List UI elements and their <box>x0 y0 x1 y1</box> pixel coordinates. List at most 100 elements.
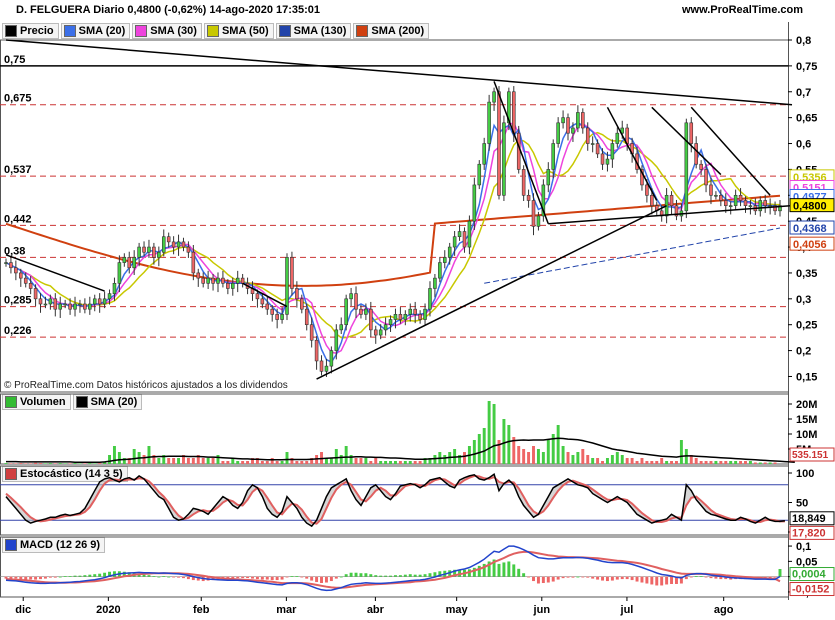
stoch-k-tag <box>789 511 835 526</box>
trendline <box>548 204 793 225</box>
volume-bar <box>679 440 683 464</box>
volume-bar <box>251 458 254 464</box>
macd-value-tag <box>789 567 835 582</box>
price-level-label: 0,675 <box>4 93 32 105</box>
candle-body <box>285 257 289 315</box>
macd-histogram-bar <box>625 576 629 580</box>
candle-body <box>290 257 294 289</box>
macd-histogram-bar <box>172 576 176 578</box>
legend-label: SMA (30) <box>150 25 197 37</box>
macd-histogram-bar <box>73 575 77 577</box>
volume-bar <box>83 463 87 464</box>
candle-body <box>748 205 753 207</box>
volume-bar <box>581 449 585 464</box>
macd-histogram-bar <box>566 576 570 578</box>
legend-item[interactable]: Estocástico (14 3 5) <box>2 466 128 482</box>
legend-item[interactable]: SMA (130) <box>275 23 352 39</box>
macd-histogram-bar <box>315 576 319 583</box>
trendline <box>316 204 667 380</box>
candle-body <box>640 169 644 186</box>
trendline <box>690 106 771 196</box>
macd-histogram-bar <box>536 576 540 584</box>
candle-body <box>684 122 689 212</box>
macd-histogram-bar <box>561 576 565 579</box>
volume-bar <box>221 461 225 464</box>
candle-body <box>63 303 67 306</box>
macd-histogram-bar <box>88 574 92 577</box>
legend-item[interactable]: Precio <box>2 23 59 39</box>
legend-item[interactable]: MACD (12 26 9) <box>2 537 106 553</box>
volume-bar <box>359 458 363 464</box>
volume-bar <box>43 463 47 464</box>
macd-histogram-bar <box>152 576 156 577</box>
macd-histogram-bar <box>423 574 427 577</box>
volume-bar <box>196 455 200 464</box>
volume-bar <box>364 458 368 464</box>
site-name[interactable]: www.ProRealTime.com <box>681 4 803 16</box>
candle-body <box>314 339 319 362</box>
candle-body <box>571 127 575 134</box>
macd-signal-label: -0,0152 <box>792 584 829 596</box>
volume-bar <box>497 440 501 464</box>
volume-bar <box>290 458 294 464</box>
candle-body <box>433 277 437 289</box>
macd-histogram-bar <box>19 576 23 580</box>
candle-body <box>403 314 408 320</box>
legend-item[interactable]: SMA (200) <box>353 23 430 39</box>
volume-bar <box>670 461 674 464</box>
candle-body <box>349 293 353 300</box>
legend-label: Precio <box>20 25 54 37</box>
candle-body <box>546 169 551 186</box>
macd-histogram-bar <box>157 576 161 578</box>
volume-bar <box>704 461 708 464</box>
macd-histogram-bar <box>147 575 151 577</box>
macd-histogram-bar <box>251 576 254 579</box>
volume-bar <box>472 440 476 464</box>
data-source-note: © ProRealTime.com Datos históricos ajust… <box>4 380 288 391</box>
candle-body <box>733 194 738 206</box>
volume-bar <box>177 458 181 464</box>
legend-item[interactable]: Volumen <box>2 394 71 410</box>
candle-body <box>438 262 442 279</box>
volume-bar <box>773 462 777 464</box>
legend-swatch <box>5 396 17 408</box>
macd-histogram-bar <box>310 576 314 581</box>
candle-body <box>516 132 521 170</box>
macd-histogram-bar <box>527 576 531 578</box>
macd-histogram-bar <box>58 576 62 578</box>
candle-body <box>773 205 777 212</box>
volume-bar <box>556 425 560 464</box>
candle-body <box>107 293 112 300</box>
trendline <box>606 106 658 201</box>
macd-histogram-bar <box>709 576 713 579</box>
macd-histogram-bar <box>63 576 67 577</box>
chart-header: D. FELGUERA Diario 0,4800 (-0,62%) 14-ag… <box>0 0 835 22</box>
candle-body <box>117 262 122 284</box>
candle-body <box>561 117 565 124</box>
macd-histogram-bar <box>591 576 595 579</box>
volume-bar <box>566 452 570 464</box>
x-axis-label: mar <box>276 604 297 616</box>
candle-body <box>19 272 23 279</box>
volume-bar <box>482 428 486 464</box>
macd-histogram-bar <box>260 576 264 580</box>
price-tick-label: 0,2 <box>796 346 811 358</box>
volume-bar <box>127 458 131 464</box>
legend-item[interactable]: SMA (20) <box>72 394 143 410</box>
stoch-d-tag <box>789 525 835 540</box>
volume-bar <box>610 455 614 464</box>
candle-body <box>487 101 491 144</box>
macd-histogram-bar <box>354 572 358 577</box>
legend-swatch <box>206 25 219 37</box>
volume-bar <box>605 458 609 464</box>
volume-bar <box>142 455 146 464</box>
volume-bar <box>48 463 52 464</box>
legend-item[interactable]: SMA (30) <box>132 23 202 39</box>
volume-bar <box>393 461 397 464</box>
volume-bar <box>260 461 264 464</box>
legend-item[interactable]: SMA (20) <box>60 23 131 39</box>
legend-item[interactable]: SMA (50) <box>203 23 274 39</box>
volume-bar <box>167 458 171 464</box>
candle-body <box>536 215 541 227</box>
